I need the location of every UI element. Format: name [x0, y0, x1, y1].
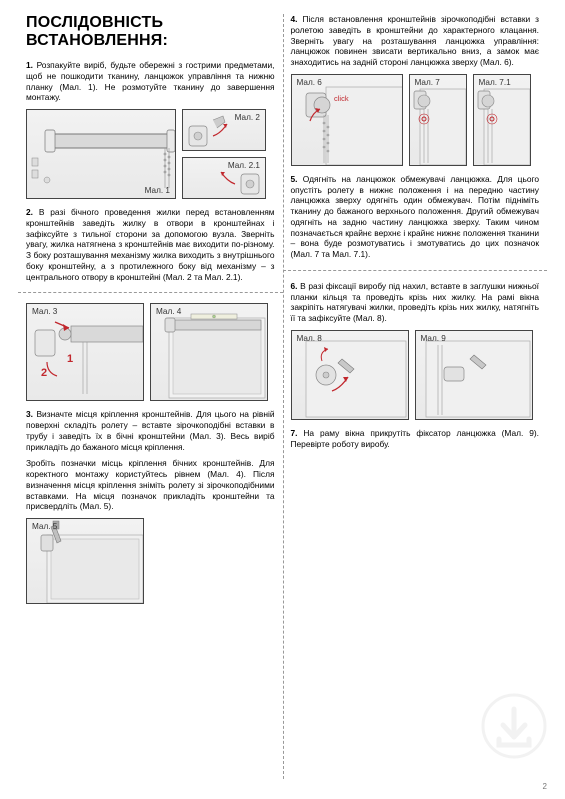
fig-21-label: Мал. 2.1	[226, 160, 262, 171]
page-number: 2	[543, 782, 547, 791]
fig-9-label: Мал. 9	[419, 333, 448, 344]
figure-7: Мал. 7	[409, 74, 467, 166]
step-2-body: В разі бічного проведення жилки перед вс…	[26, 207, 275, 282]
step-5-text: 5. Одягніть на ланцюжок обмежувачі ланцю…	[291, 174, 540, 260]
figure-2: Мал. 2	[182, 109, 266, 151]
figure-2-1: Мал. 2.1	[182, 157, 266, 199]
step-4-text: 4. Після встановлення кронштейнів зірочк…	[291, 14, 540, 68]
fig-3-label: Мал. 3	[30, 306, 59, 317]
fig-6-label: Мал. 6	[295, 77, 324, 88]
svg-text:1: 1	[67, 353, 73, 365]
step-1-body: Розпакуйте виріб, будьте обережні з гост…	[26, 60, 275, 102]
step-6-body: В разі фіксації виробу під нахил, вставт…	[291, 281, 540, 323]
figure-4: Мал. 4	[150, 303, 268, 401]
fig-5-label: Мал. 5	[30, 521, 59, 532]
step-4-body: Після встановлення кронштейнів зірочкопо…	[291, 14, 540, 67]
step-5-body: Одягніть на ланцюжок обмежувачі ланцюжка…	[291, 174, 540, 259]
step-3b-text: Зробіть позначки місць кріплення бічних …	[26, 458, 275, 512]
fig-row-4: Мал. 6 click	[291, 74, 540, 166]
fig-row-1: Мал. 1	[26, 109, 275, 199]
step-6-text: 6. В разі фіксації виробу під нахил, вст…	[291, 281, 540, 324]
figure-6: Мал. 6 click	[291, 74, 403, 166]
svg-text:2: 2	[41, 367, 47, 379]
figure-8: Мал. 8	[291, 330, 409, 420]
figure-5: Мал. 5	[26, 518, 144, 604]
figure-1: Мал. 1	[26, 109, 176, 199]
fig-4-label: Мал. 4	[154, 306, 183, 317]
figure-7-1: Мал. 7.1	[473, 74, 531, 166]
step-1-text: 1. Розпакуйте виріб, будьте обережні з г…	[26, 60, 275, 103]
fig-row-2: Мал. 3 2 1 Мал. 4	[26, 303, 275, 401]
fig-7-label: Мал. 7	[413, 77, 442, 88]
step-3a-body: Визначте місця кріплення кронштейнів. Дл…	[26, 409, 275, 451]
figure-3: Мал. 3 2 1	[26, 303, 144, 401]
step-7-body: На раму вікна прикрутіть фіксатор ланцюж…	[291, 428, 540, 449]
left-column: ПОСЛІДОВНІСТЬ ВСТАНОВЛЕННЯ: 1. Розпакуйт…	[18, 14, 283, 799]
fig-71-label: Мал. 7.1	[477, 77, 513, 88]
right-column: 4. Після встановлення кронштейнів зірочк…	[283, 14, 548, 799]
page-title: ПОСЛІДОВНІСТЬ ВСТАНОВЛЕННЯ:	[26, 14, 275, 50]
fig-2-label: Мал. 2	[233, 112, 262, 123]
click-label: click	[334, 94, 349, 103]
figure-9: Мал. 9	[415, 330, 533, 420]
step-7-text: 7. На раму вікна прикрутіть фіксатор лан…	[291, 428, 540, 450]
step-3a-text: 3. Визначте місця кріплення кронштейнів.…	[26, 409, 275, 452]
fig-row-3: Мал. 5	[26, 518, 275, 604]
step-2-text: 2. В разі бічного проведення жилки перед…	[26, 207, 275, 282]
fig-1-label: Мал. 1	[143, 185, 172, 196]
fig-row-5: Мал. 8 Мал. 9	[291, 330, 540, 420]
watermark-icon	[481, 693, 547, 759]
fig-8-label: Мал. 8	[295, 333, 324, 344]
